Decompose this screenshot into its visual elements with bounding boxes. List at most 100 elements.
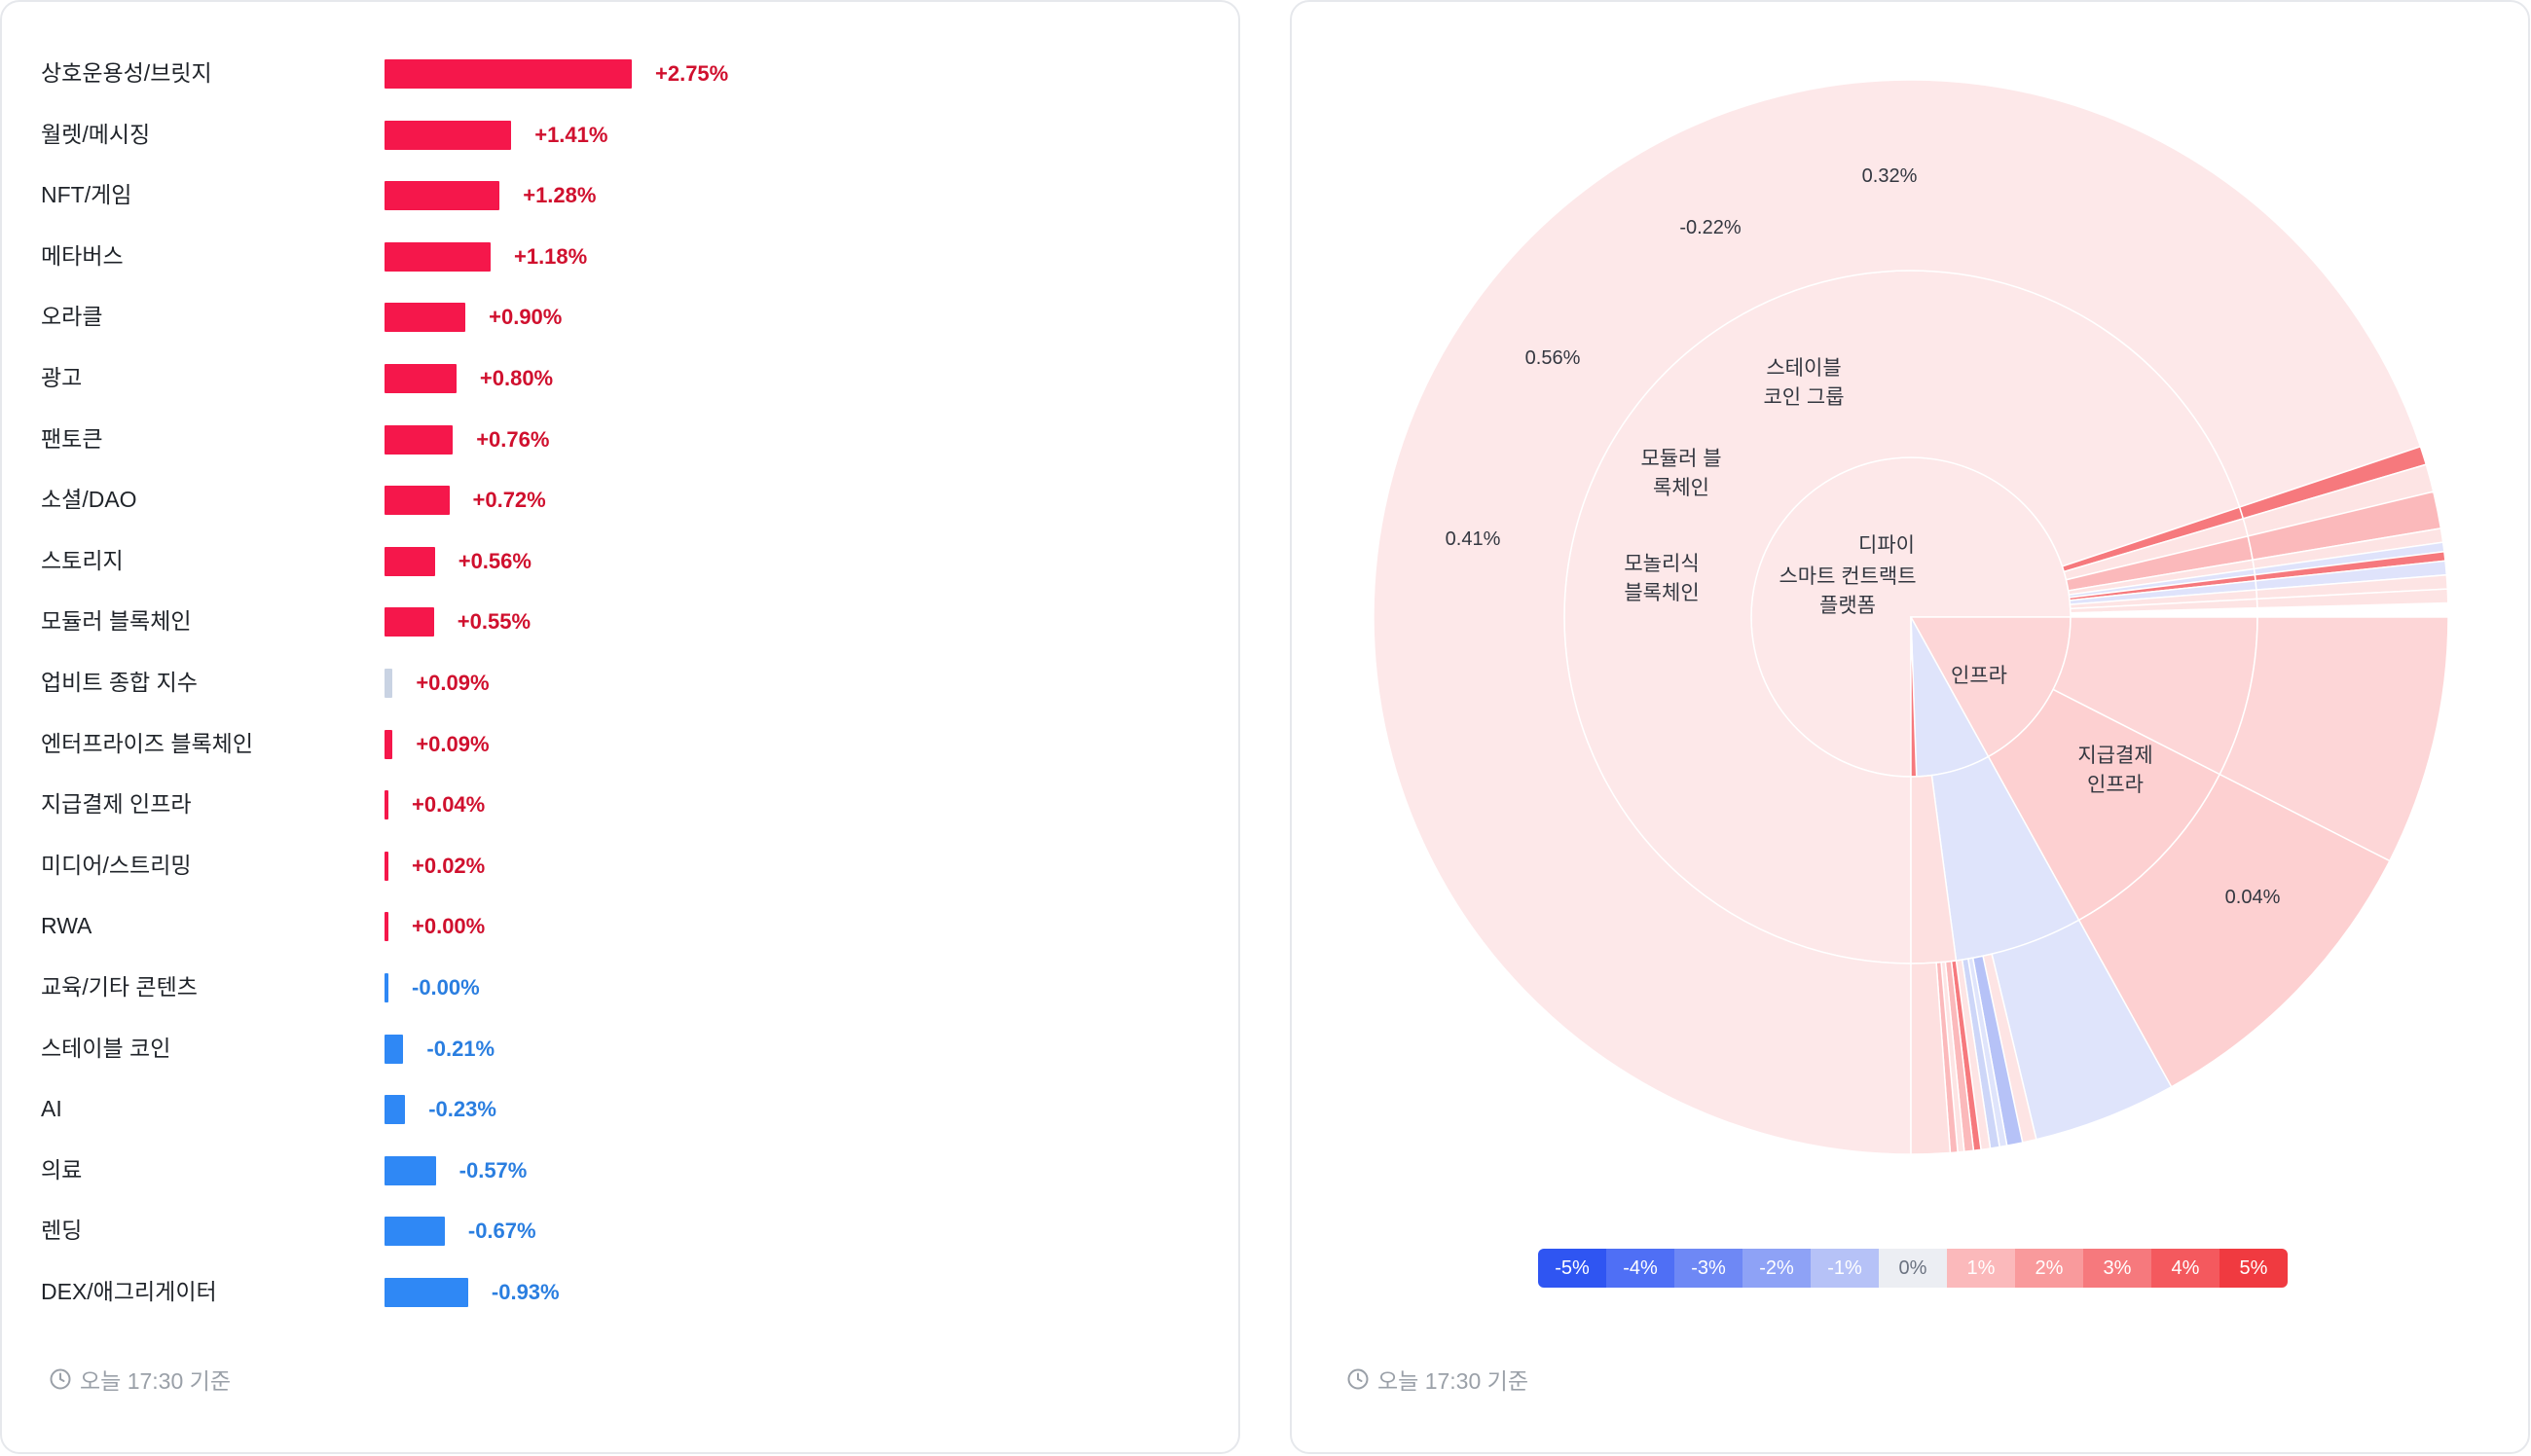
bar-row[interactable]: 렌딩 -0.67% <box>2 1211 1238 1250</box>
bar-row[interactable]: 광고 +0.80% <box>2 358 1238 397</box>
bar[interactable] <box>385 669 393 698</box>
bar-category-label: 미디어/스트리밍 <box>41 852 192 878</box>
bar-category-label: 상호운용성/브릿지 <box>41 60 212 86</box>
bar[interactable] <box>385 59 632 89</box>
bar-row[interactable]: 스테이블 코인 -0.21% <box>2 1029 1238 1068</box>
legend-swatch: 0% <box>1879 1249 1947 1288</box>
sunburst-chart-card: 인프라 스마트 컨트랙트 플랫폼 디파이 지급결제 인프라 모놀리식 블록체인 모듈러 블 록체인… <box>1290 0 2530 1454</box>
bar-row[interactable]: 엔터프라이즈 블록체인 +0.09% <box>2 724 1238 763</box>
sunburst-middle-label: 모놀리식 블록체인 <box>1624 553 1699 604</box>
sunburst-outer-label: 0.04% <box>2225 887 2281 908</box>
bar[interactable] <box>385 607 434 637</box>
bar-row[interactable]: 오라클 +0.90% <box>2 297 1238 336</box>
bar-category-label: 렌딩 <box>41 1218 83 1244</box>
bar[interactable] <box>385 546 435 576</box>
bar-category-label: NFT/게임 <box>41 182 132 208</box>
update-timestamp: 오늘 17:30 기준 <box>49 1360 231 1399</box>
bar-value-label: +1.18% <box>513 243 588 269</box>
bar[interactable] <box>385 120 512 150</box>
legend-swatch: -2% <box>1742 1249 1811 1288</box>
bar-row[interactable]: 소셜/DAO +0.72% <box>2 480 1238 519</box>
bar[interactable] <box>385 1278 468 1307</box>
bar[interactable] <box>385 1034 404 1064</box>
bar[interactable] <box>385 790 388 820</box>
sunburst-outer-label: 0.56% <box>1525 347 1581 369</box>
bar-row[interactable]: 상호운용성/브릿지 +2.75% <box>2 54 1238 92</box>
bar-value-label: +0.09% <box>416 731 490 756</box>
color-scale-legend: -5% -4% -3% -2% -1% 0% 1% 2% 3% 4% 5% <box>1538 1249 2288 1288</box>
bar-row[interactable]: NFT/게임 +1.28% <box>2 175 1238 214</box>
bar[interactable] <box>385 851 388 881</box>
legend-swatch: -4% <box>1606 1249 1674 1288</box>
bar-row[interactable]: AI -0.23% <box>2 1089 1238 1128</box>
timestamp-text: 오늘 17:30 기준 <box>1377 1368 1528 1394</box>
bar-value-label: +0.55% <box>457 609 532 635</box>
bar-category-label: DEX/애그리게이터 <box>41 1279 217 1304</box>
bar-category-label: RWA <box>41 913 92 939</box>
bar[interactable] <box>385 181 500 211</box>
bar-value-label: +0.90% <box>489 305 563 330</box>
legend-swatch: 4% <box>2151 1249 2219 1288</box>
bar-category-label: AI <box>41 1096 62 1122</box>
sunburst-outer-label: -0.22% <box>1679 217 1742 238</box>
bar-row[interactable]: 업비트 종합 지수 +0.09% <box>2 663 1238 702</box>
bar-value-label: +0.02% <box>412 853 486 878</box>
legend-swatch: 5% <box>2219 1249 2288 1288</box>
bar[interactable] <box>385 1155 436 1185</box>
sunburst-outer-segment[interactable] <box>1910 962 1952 1155</box>
bar-category-label: 엔터프라이즈 블록체인 <box>41 730 253 756</box>
legend-swatch: 2% <box>2015 1249 2083 1288</box>
category-bar-chart-card: 상호운용성/브릿지 +2.75% 월렛/메시징 +1.41% NFT/게임 +1.28% 메… <box>0 0 1240 1454</box>
bar-value-label: +0.04% <box>412 792 486 818</box>
bar-category-label: 메타버스 <box>41 242 124 269</box>
bar[interactable] <box>385 729 393 759</box>
bar[interactable] <box>385 241 491 272</box>
bar-row[interactable]: 메타버스 +1.18% <box>2 237 1238 275</box>
sunburst-outer-segment[interactable] <box>2256 588 2449 609</box>
bar-value-label: +0.56% <box>458 548 532 573</box>
bar-category-label: 모듈러 블록체인 <box>41 608 192 635</box>
bar-row[interactable]: RWA +0.00% <box>2 906 1238 945</box>
legend-swatch: -3% <box>1674 1249 1742 1288</box>
bar-row[interactable]: 미디어/스트리밍 +0.02% <box>2 846 1238 885</box>
bar-category-label: 교육/기타 콘텐츠 <box>41 974 198 1000</box>
legend-swatch: 3% <box>2083 1249 2151 1288</box>
bar-row[interactable]: DEX/애그리게이터 -0.93% <box>2 1272 1238 1311</box>
sunburst-middle-label: 지급결제 인프라 <box>2077 745 2152 796</box>
sunburst-outer-segment[interactable] <box>1373 79 2422 1155</box>
bar-row[interactable]: 팬토큰 +0.76% <box>2 419 1238 458</box>
bar-value-label: +0.72% <box>472 488 546 513</box>
bar[interactable] <box>385 364 457 393</box>
sunburst-outer-label: 0.32% <box>1862 165 1918 187</box>
timestamp-text: 오늘 17:30 기준 <box>80 1368 231 1394</box>
bar-row[interactable]: 교육/기타 콘텐츠 -0.00% <box>2 967 1238 1006</box>
bar[interactable] <box>385 912 388 942</box>
bar-row[interactable]: 지급결제 인프라 +0.04% <box>2 784 1238 823</box>
bar-row[interactable]: 월렛/메시징 +1.41% <box>2 115 1238 154</box>
sunburst-root-label: 디파이 <box>1858 534 1915 557</box>
bar-row[interactable]: 모듈러 블록체인 +0.55% <box>2 601 1238 640</box>
bar-category-label: 광고 <box>41 365 83 390</box>
bar[interactable] <box>385 973 388 1002</box>
bar[interactable] <box>385 1217 445 1247</box>
bar[interactable] <box>385 424 454 455</box>
sunburst-middle-label: 스테이블 코인 그룹 <box>1763 357 1844 409</box>
bar-category-label: 업비트 종합 지수 <box>41 670 198 695</box>
bar[interactable] <box>385 1095 406 1125</box>
bar[interactable] <box>385 486 450 516</box>
bar-category-label: 팬토큰 <box>41 425 103 452</box>
bar-value-label: +0.76% <box>476 426 550 452</box>
bar[interactable] <box>385 303 466 333</box>
bar-value-label: -0.57% <box>459 1157 528 1183</box>
bar-row[interactable]: 의료 -0.57% <box>2 1150 1238 1189</box>
sunburst-root-label: 스마트 컨트랙트 플랫폼 <box>1779 565 1916 617</box>
bar-value-label: +0.09% <box>416 671 490 695</box>
sunburst-root-label: 인프라 <box>1951 665 2007 687</box>
sunburst-outer-label: 0.41% <box>1446 528 1501 550</box>
bar-category-label: 오라클 <box>41 304 103 330</box>
legend-swatch: -1% <box>1811 1249 1879 1288</box>
bar-value-label: -0.67% <box>467 1219 536 1244</box>
legend-swatch: 1% <box>1947 1249 2015 1288</box>
bar-row[interactable]: 스토리지 +0.56% <box>2 541 1238 580</box>
legend-swatch: -5% <box>1538 1249 1606 1288</box>
